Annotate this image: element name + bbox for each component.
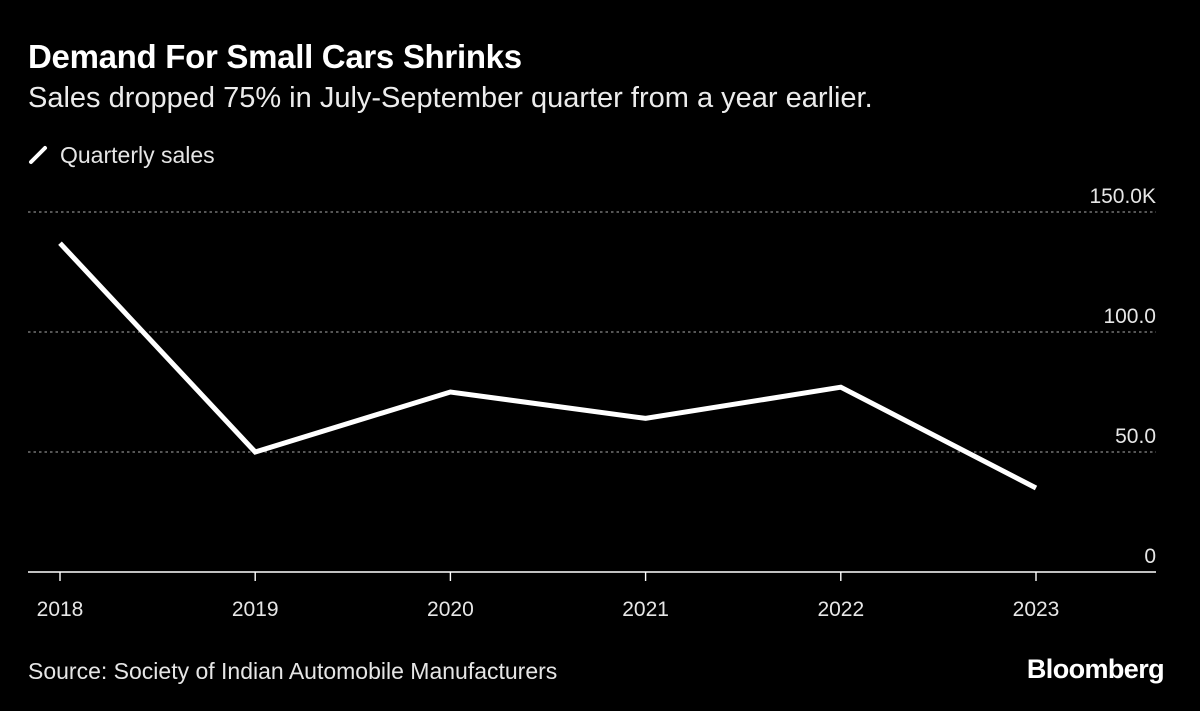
- source-note: Source: Society of Indian Automobile Man…: [28, 658, 558, 684]
- chart-title: Demand For Small Cars Shrinks: [28, 38, 522, 75]
- chart-subtitle: Sales dropped 75% in July-September quar…: [28, 82, 873, 114]
- legend-label: Quarterly sales: [60, 141, 215, 168]
- series-line: [58, 241, 1038, 491]
- y-tick-label: 50.0: [1115, 425, 1156, 448]
- y-tick-label: 0: [1144, 545, 1156, 568]
- x-tick-label: 2022: [817, 598, 864, 621]
- line-swatch-icon: [29, 146, 47, 164]
- x-tick-label: 2020: [427, 598, 474, 621]
- y-tick-label: 150.0K: [1089, 185, 1156, 208]
- legend: Quarterly sales: [28, 140, 215, 170]
- bloomberg-logo: Bloomberg: [1026, 654, 1165, 684]
- gridlines: [28, 211, 1156, 453]
- y-tick-label: 100.0: [1103, 305, 1156, 328]
- x-tick-label: 2019: [232, 598, 279, 621]
- x-tick-label: 2021: [622, 598, 669, 621]
- series-layer: [58, 241, 1038, 491]
- x-axis-ticks: 2018 2019 2020 2021 2022 2023: [37, 572, 1060, 621]
- x-tick-label: 2018: [37, 598, 84, 621]
- x-tick-label: 2023: [1013, 598, 1060, 621]
- y-axis-ticks: 0 50.0 100.0 150.0K: [1089, 185, 1156, 568]
